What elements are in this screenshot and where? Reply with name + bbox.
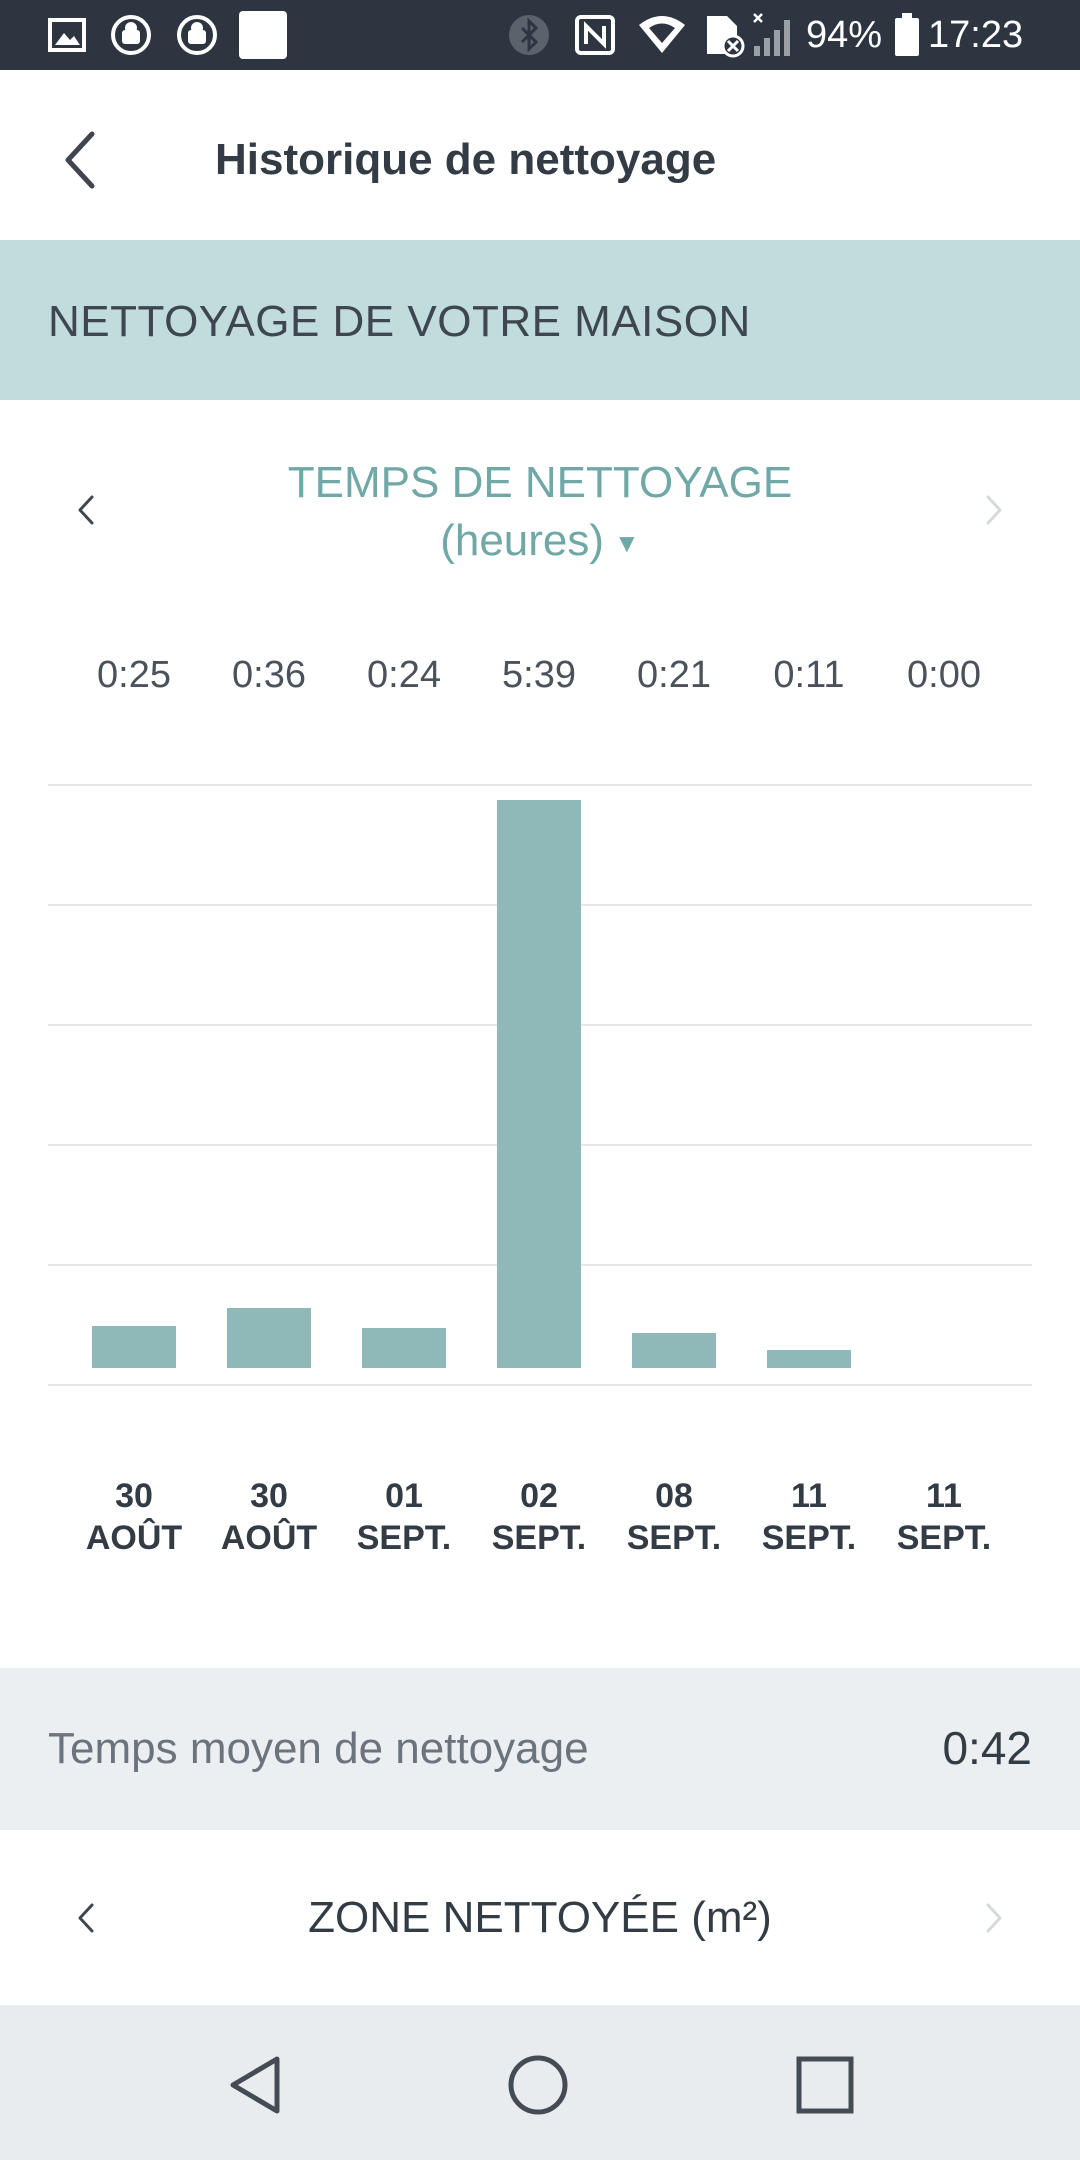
android-sync-icon xyxy=(174,12,220,58)
bluetooth-icon xyxy=(506,12,552,58)
chart-bar[interactable] xyxy=(92,1326,176,1368)
bar-date-label: 02 SEPT. xyxy=(474,1475,604,1559)
chart-gridline xyxy=(48,784,1032,786)
bar-date-label: 11 SEPT. xyxy=(744,1475,874,1559)
bar-date-label: 30 AOÛT xyxy=(204,1475,334,1559)
app-bar: Historique de nettoyage xyxy=(0,70,1080,240)
next-metric-button[interactable] xyxy=(964,470,1024,550)
previous-area-metric-button[interactable] xyxy=(56,1878,116,1958)
date-month: AOÛT xyxy=(85,1519,183,1557)
chevron-left-icon xyxy=(78,495,94,525)
bar-value-label: 0:21 xyxy=(637,654,711,696)
date-day: 02 xyxy=(520,1477,558,1515)
date-month: AOÛT xyxy=(220,1519,318,1557)
navigation-bar xyxy=(0,2005,1080,2160)
clock: 17:23 xyxy=(928,14,1024,56)
triangle-back-icon xyxy=(230,2056,280,2114)
chart-bar[interactable] xyxy=(497,800,581,1368)
bar-date-label: 08 SEPT. xyxy=(609,1475,739,1559)
date-month: SEPT. xyxy=(491,1519,587,1557)
date-day: 30 xyxy=(250,1477,288,1515)
date-month: SEPT. xyxy=(626,1519,722,1557)
section-header: NETTOYAGE DE VOTRE MAISON xyxy=(0,240,1080,400)
wifi-icon xyxy=(636,12,688,58)
next-area-metric-button[interactable] xyxy=(964,1878,1024,1958)
android-sync-icon xyxy=(108,12,154,58)
bar-value-label: 0:25 xyxy=(97,654,171,696)
chart-bar[interactable] xyxy=(227,1307,311,1368)
date-day: 01 xyxy=(385,1477,423,1515)
chart-gridline xyxy=(48,1384,1032,1386)
average-label: Temps moyen de nettoyage xyxy=(48,1724,589,1773)
area-metric-row: ZONE NETTOYÉE (m²) xyxy=(0,1830,1080,2005)
square-recents-icon xyxy=(796,2056,854,2114)
battery-percent: 94% xyxy=(806,14,883,56)
bar-value-label: 5:39 xyxy=(502,654,576,696)
chart-bar[interactable] xyxy=(362,1327,446,1368)
chevron-right-icon xyxy=(986,1903,1002,1933)
battery-icon xyxy=(893,12,921,58)
nav-recents-button[interactable] xyxy=(775,2035,875,2135)
circle-home-icon xyxy=(508,2055,568,2115)
date-month: SEPT. xyxy=(356,1519,452,1557)
bar-value-label: 0:11 xyxy=(773,654,845,696)
section-title: NETTOYAGE DE VOTRE MAISON xyxy=(48,297,751,346)
page-title: Historique de nettoyage xyxy=(215,135,717,184)
date-day: 08 xyxy=(655,1477,693,1515)
chevron-left-icon xyxy=(78,1903,94,1933)
nfc-icon xyxy=(572,12,618,58)
area-metric-title: ZONE NETTOYÉE (m²) xyxy=(308,1893,772,1942)
bar-date-label: 30 AOÛT xyxy=(69,1475,199,1559)
metric-title: TEMPS DE NETTOYAGE xyxy=(287,458,793,507)
metric-unit: (heures) xyxy=(440,516,605,565)
date-day: 11 xyxy=(791,1477,827,1515)
date-month: SEPT. xyxy=(896,1519,992,1557)
gallery-icon xyxy=(44,12,90,58)
date-day: 30 xyxy=(115,1477,153,1515)
sim-off-icon xyxy=(700,12,748,58)
bar-value-label: 0:36 xyxy=(232,654,306,696)
average-row: Temps moyen de nettoyage 0:42 xyxy=(0,1668,1080,1830)
status-bar: 94% 17:23 xyxy=(0,0,1080,70)
caret-down-icon: ▼ xyxy=(614,528,640,559)
bar-date-label: 11 SEPT. xyxy=(879,1475,1009,1559)
date-day: 11 xyxy=(926,1477,962,1515)
signal-icon xyxy=(752,12,796,58)
chevron-right-icon xyxy=(986,495,1002,525)
date-month: SEPT. xyxy=(761,1519,857,1557)
nav-home-button[interactable] xyxy=(488,2035,588,2135)
blank-notification-icon xyxy=(238,11,288,59)
bar-value-label: 0:00 xyxy=(907,654,981,696)
nav-back-button[interactable] xyxy=(205,2035,305,2135)
bar-date-label: 01 SEPT. xyxy=(339,1475,469,1559)
back-button[interactable] xyxy=(40,120,120,200)
chart-bar[interactable] xyxy=(632,1332,716,1368)
previous-metric-button[interactable] xyxy=(56,470,116,550)
chart-bar[interactable] xyxy=(767,1349,851,1368)
chevron-left-icon xyxy=(65,131,95,189)
average-value: 0:42 xyxy=(942,1722,1032,1774)
metric-unit-dropdown[interactable]: (heures) ▼ xyxy=(140,513,940,571)
bar-value-label: 0:24 xyxy=(367,654,441,696)
